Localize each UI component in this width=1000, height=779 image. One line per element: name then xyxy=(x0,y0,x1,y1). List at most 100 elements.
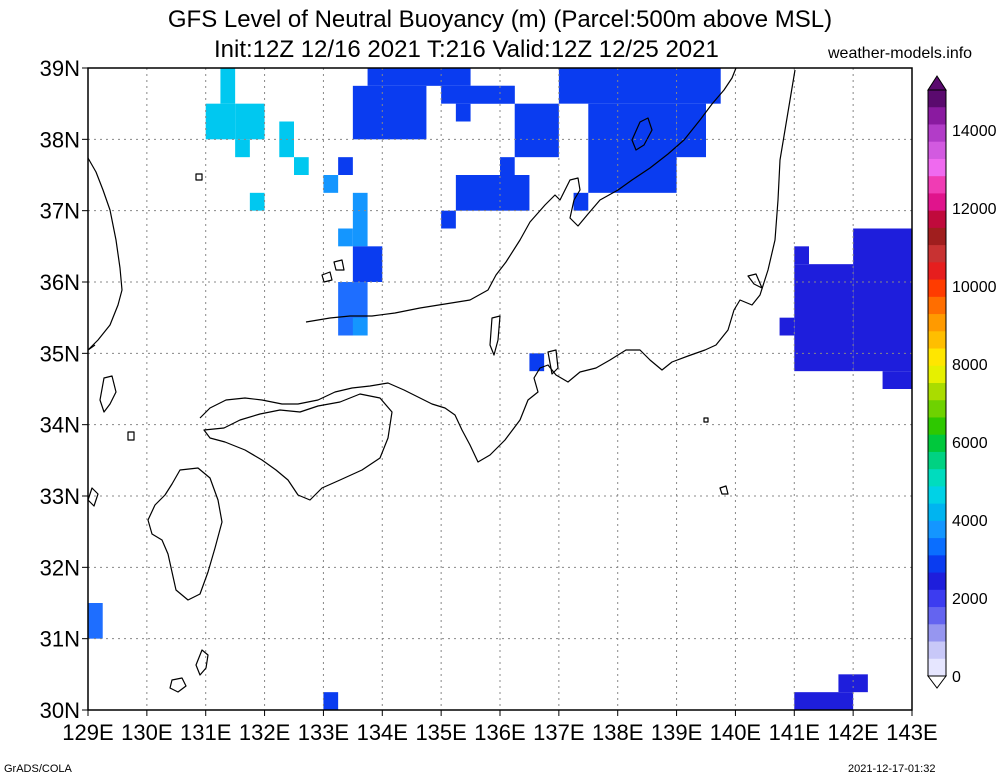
data-cell xyxy=(352,317,368,336)
data-cell xyxy=(455,103,471,122)
ulleung-island xyxy=(195,173,203,181)
colorbar-swatch xyxy=(928,383,946,401)
colorbar-swatch xyxy=(928,434,946,453)
shikoku-coast xyxy=(203,393,393,501)
colorbar-swatch xyxy=(928,365,946,384)
colorbar-swatch xyxy=(928,658,946,677)
colorbar-swatch xyxy=(928,486,946,505)
colorbar-swatch xyxy=(928,193,946,212)
colorbar-swatch xyxy=(928,314,946,332)
awaji-island xyxy=(489,315,501,356)
colorbar-swatch xyxy=(928,555,946,574)
colorbar-label: 14000 xyxy=(952,123,997,140)
lon-tick-label: 134E xyxy=(357,720,408,745)
izu-island-2 xyxy=(719,485,729,495)
lon-tick-label: 133E xyxy=(298,720,349,745)
colorbar-swatch xyxy=(928,624,946,643)
colorbar-swatch xyxy=(928,400,946,418)
lon-tick-label: 139E xyxy=(651,720,702,745)
colorbar-label: 10000 xyxy=(952,279,997,296)
sado-island xyxy=(631,117,653,151)
data-cell xyxy=(838,674,868,693)
lon-tick-label: 131E xyxy=(180,720,231,745)
data-cell xyxy=(779,317,795,336)
colorbar-swatch xyxy=(928,141,946,160)
coastlines xyxy=(87,67,796,693)
colorbar-label: 0 xyxy=(952,669,961,686)
data-cell xyxy=(352,246,383,282)
data-cell xyxy=(235,139,250,158)
data-cell xyxy=(235,103,265,140)
data-cell xyxy=(514,103,559,158)
tanegashima-island xyxy=(195,649,209,676)
colorbar-label: 2000 xyxy=(952,591,988,608)
data-cell xyxy=(352,85,427,140)
data-cell xyxy=(323,692,339,710)
colorbar-label: 8000 xyxy=(952,357,988,374)
colorbar-frame xyxy=(927,89,947,677)
colorbar-label: 6000 xyxy=(952,435,988,452)
colorbar-swatch xyxy=(928,607,946,625)
lat-tick-label: 31N xyxy=(40,627,80,652)
credit-text: weather-models.info xyxy=(828,45,973,62)
colorbar-swatch xyxy=(928,210,946,229)
honshu-pacific-coast xyxy=(199,69,796,463)
shaded-cells xyxy=(88,68,912,710)
data-cell xyxy=(455,175,530,211)
data-cell xyxy=(853,228,912,372)
data-cell xyxy=(294,157,309,175)
colorbar-swatch xyxy=(928,520,946,539)
lat-tick-label: 37N xyxy=(40,199,80,224)
colorbar-label: 4000 xyxy=(952,513,988,530)
colorbar-swatch xyxy=(928,107,946,125)
data-cell xyxy=(794,692,854,710)
korea-south-coast xyxy=(87,344,96,351)
lon-tick-label: 142E xyxy=(827,720,878,745)
colorbar-swatch xyxy=(928,503,946,522)
colorbar-swatch xyxy=(928,331,946,350)
honshu-sea-coast xyxy=(305,67,737,323)
data-cell xyxy=(220,68,236,104)
korea-coast xyxy=(87,157,123,351)
data-cell xyxy=(529,353,545,372)
data-cell xyxy=(249,192,265,211)
colorbar: 14000 12000 10000 8000 6000 4000 2000 0 xyxy=(927,75,997,689)
lat-tick-label: 36N xyxy=(40,270,80,295)
colorbar-swatch xyxy=(928,589,946,608)
colorbar-swatch xyxy=(928,417,946,436)
footer-software: GrADS/COLA xyxy=(4,763,72,775)
tsushima-island xyxy=(99,375,117,413)
data-cell xyxy=(470,85,515,104)
goto-island xyxy=(87,487,99,507)
map-subtitle: Init:12Z 12/16 2021 T:216 Valid:12Z 12/2… xyxy=(214,36,719,63)
colorbar-swatch xyxy=(928,469,946,487)
lat-tick-label: 30N xyxy=(40,698,80,723)
gridlines xyxy=(88,68,912,710)
data-cell xyxy=(338,157,353,175)
data-cell xyxy=(441,210,456,229)
yakushima-island xyxy=(169,677,187,693)
colorbar-swatch xyxy=(928,279,946,298)
lon-tick-label: 132E xyxy=(239,720,290,745)
lon-tick-label: 137E xyxy=(533,720,584,745)
colorbar-swatch xyxy=(928,158,946,177)
data-cell xyxy=(205,103,236,140)
lat-tick-label: 35N xyxy=(40,341,80,366)
colorbar-swatch xyxy=(928,348,946,367)
colorbar-label: 12000 xyxy=(952,201,997,218)
lon-tick-label: 129E xyxy=(62,720,113,745)
biwa-lake xyxy=(547,349,559,375)
data-cell xyxy=(470,175,486,193)
colorbar-bottom-arrow xyxy=(927,675,947,689)
oki-island xyxy=(321,271,333,283)
colorbar-swatch xyxy=(928,572,946,591)
colorbar-swatch xyxy=(928,538,946,556)
data-cell xyxy=(367,68,471,86)
data-cell xyxy=(588,103,677,193)
colorbar-swatch xyxy=(928,262,946,281)
colorbar-swatch xyxy=(928,641,946,660)
iki-island xyxy=(127,431,135,441)
oki-island-2 xyxy=(333,259,345,271)
data-cell xyxy=(573,192,589,211)
